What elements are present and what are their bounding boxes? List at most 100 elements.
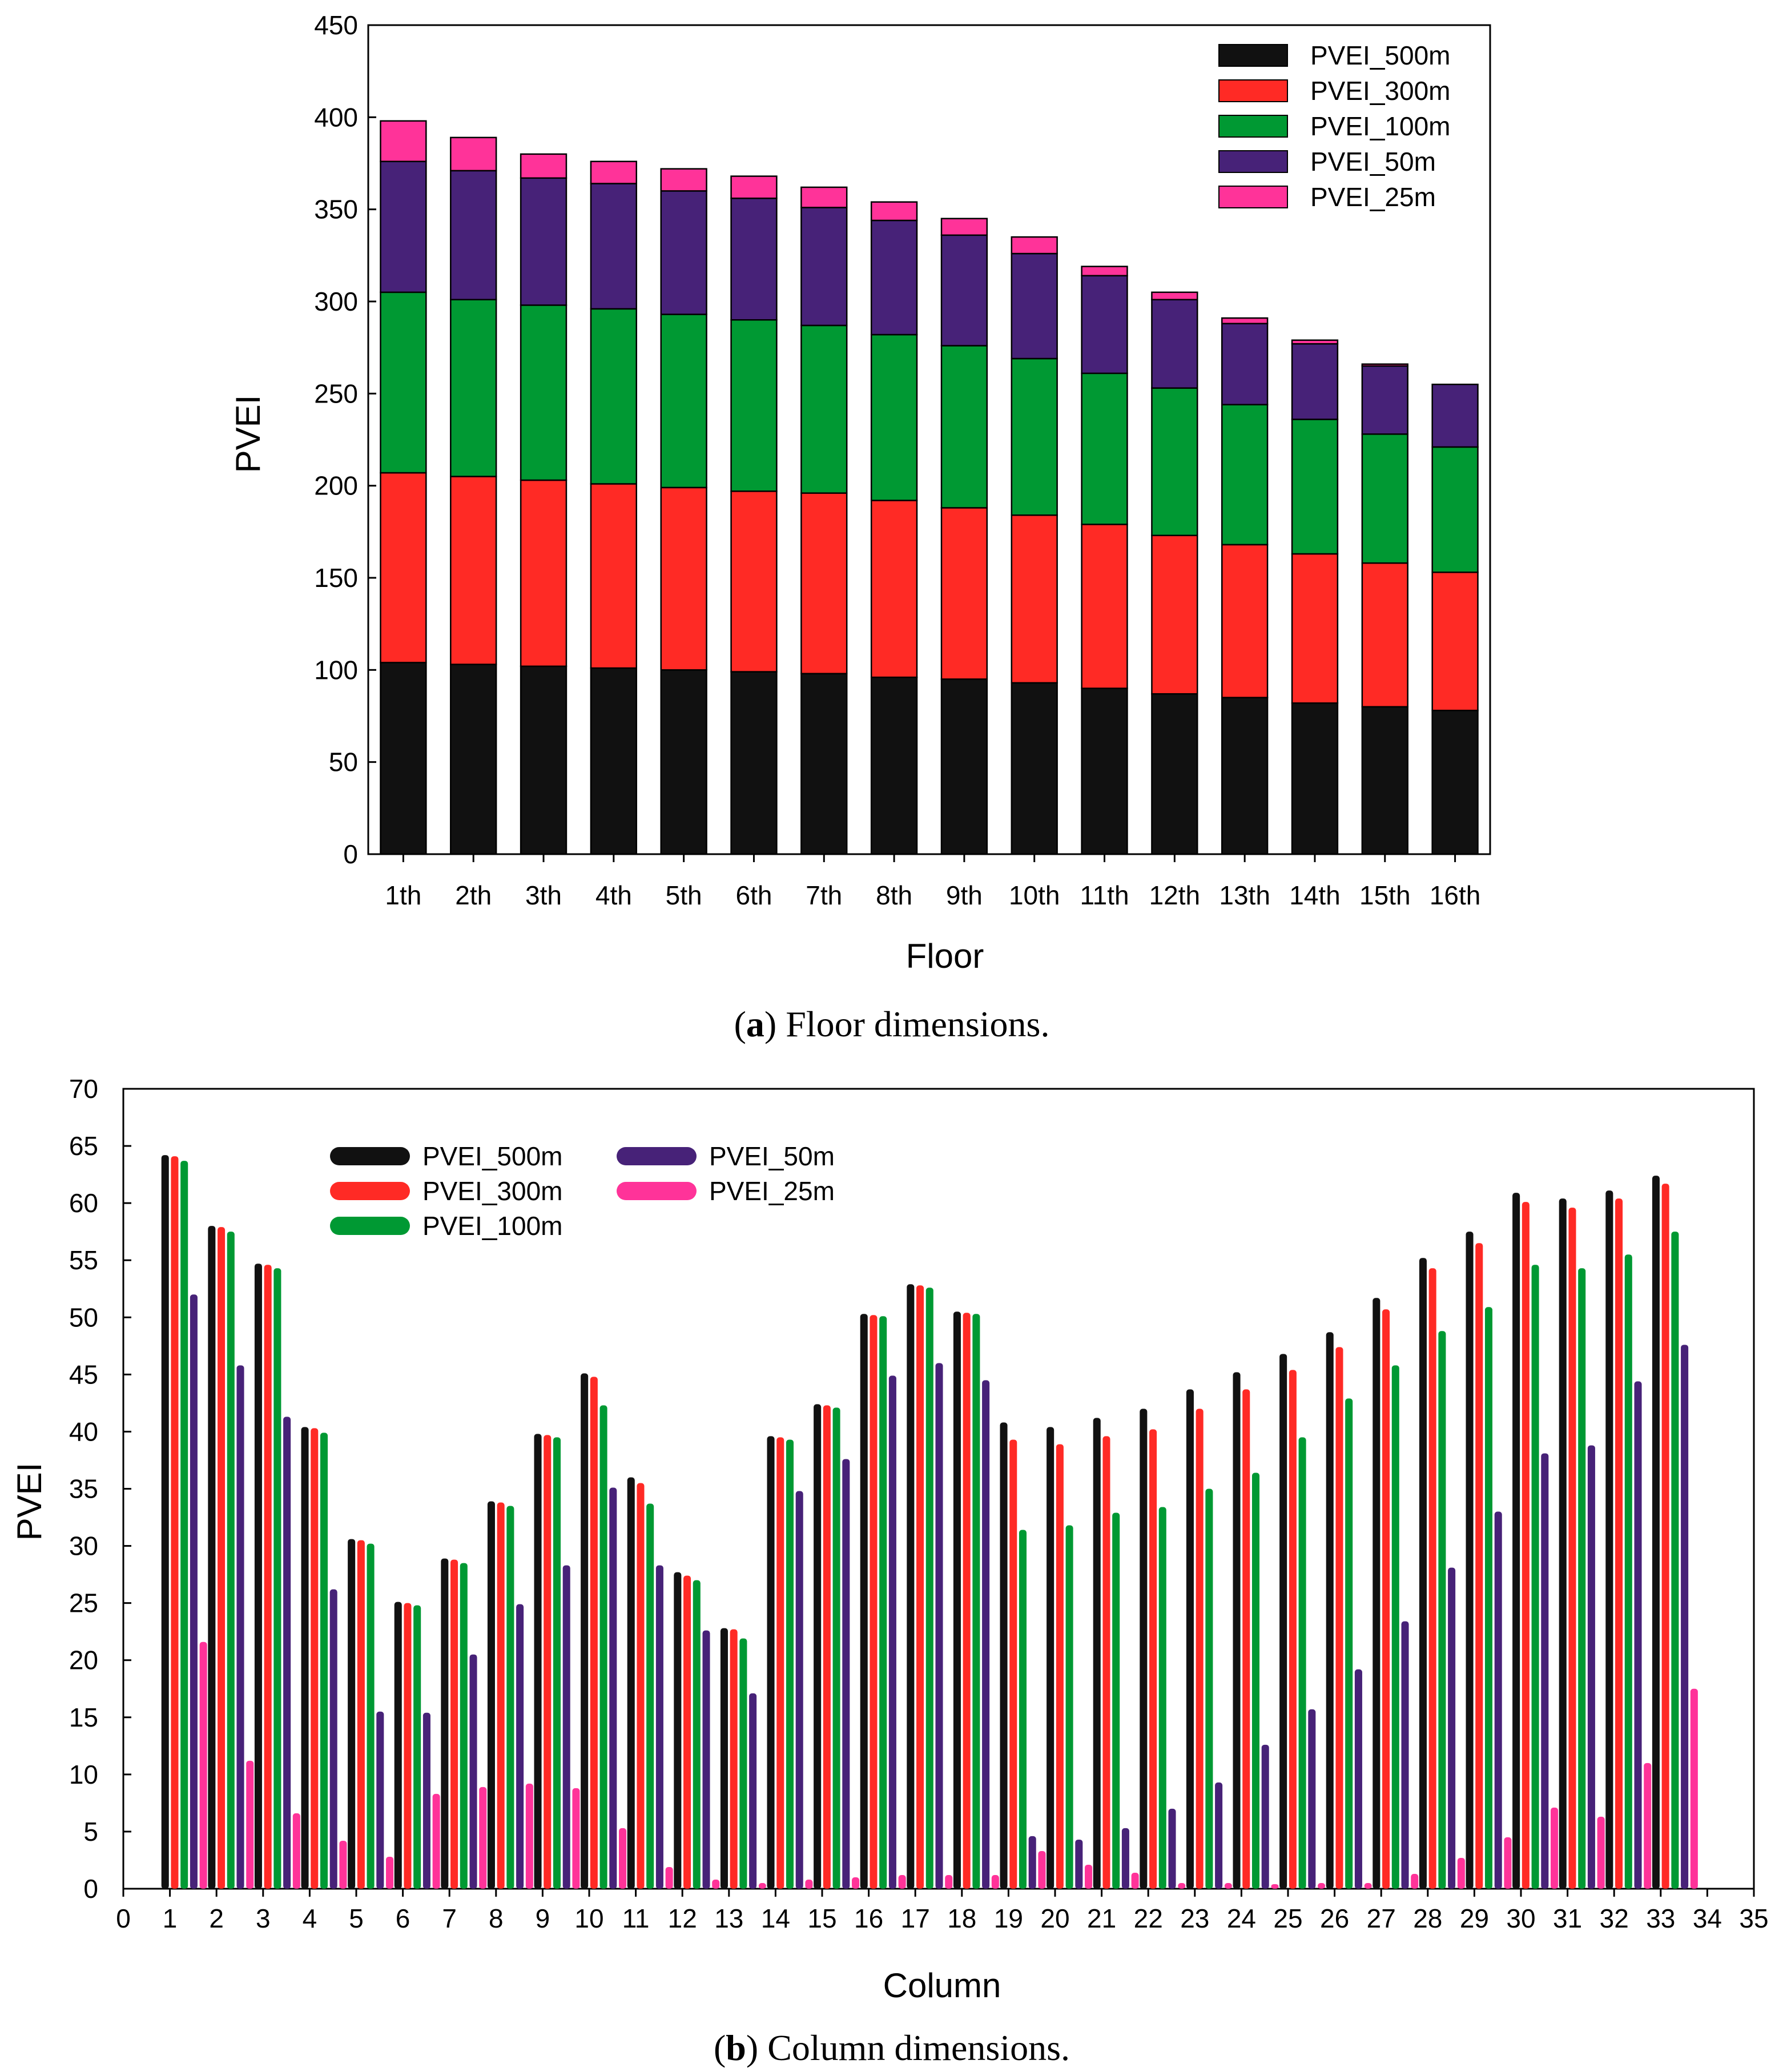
chart-a-bar-PVEI_50m-9th (940, 234, 988, 347)
chart-b-bar-PVEI_500m-32 (1605, 1190, 1613, 1889)
chart-a-x-axis-title: Floor (906, 937, 984, 975)
chart-b-bar-PVEI_300m-15 (823, 1405, 831, 1889)
chart-b-legend-swatch-PVEI_50m (617, 1147, 697, 1165)
chart-b-bar-PVEI_25m-31 (1597, 1816, 1605, 1889)
chart-b-bar-PVEI_50m-14 (795, 1491, 803, 1889)
chart-b-bar-PVEI_300m-9 (544, 1435, 552, 1889)
chart-b-bar-PVEI_25m-27 (1411, 1873, 1419, 1889)
chart-a-legend-swatch-PVEI_25m (1218, 186, 1288, 208)
chart-b-bar-PVEI_100m-19 (1019, 1530, 1027, 1889)
chart-b-bar-PVEI_500m-18 (953, 1311, 961, 1889)
chart-a-ytick-label: 100 (314, 655, 358, 685)
chart-b-bar-PVEI_50m-13 (749, 1693, 757, 1889)
chart-a-bar-PVEI_500m-16th (1431, 710, 1479, 855)
chart-a-xtick-label: 4th (595, 880, 632, 910)
chart-b-bar-PVEI_500m-27 (1373, 1298, 1380, 1889)
chart-b-bar-PVEI_50m-11 (655, 1565, 663, 1889)
chart-b-xtick-label: 8 (489, 1904, 504, 1933)
chart-a-caption: (a) Floor dimensions. (734, 1004, 1050, 1044)
chart-b-bar-PVEI_500m-23 (1186, 1389, 1194, 1889)
chart-b-xtick-label: 32 (1600, 1904, 1629, 1933)
chart-b-x-axis-title: Column (883, 1966, 1001, 2005)
chart-b-bar-PVEI_500m-11 (627, 1477, 635, 1889)
chart-b-bar-PVEI_25m-13 (758, 1882, 766, 1889)
chart-a-ytick-label: 150 (314, 563, 358, 593)
chart-a-ytick-label: 0 (343, 839, 358, 869)
chart-b-bar-PVEI_500m-4 (301, 1427, 309, 1889)
chart-a-bar-PVEI_500m-13th (1221, 697, 1269, 855)
chart-a-bar-PVEI_50m-15th (1361, 365, 1408, 435)
chart-a-xtick-label: 16th (1430, 880, 1481, 910)
chart-a-bar-PVEI_300m-15th (1361, 562, 1408, 708)
chart-b-xtick-label: 31 (1553, 1904, 1582, 1933)
chart-b-caption-text: Column dimensions. (767, 2027, 1070, 2068)
chart-b-ytick-label: 30 (69, 1531, 98, 1561)
chart-b-bar-PVEI_25m-18 (991, 1874, 999, 1889)
chart-a-legend-label-PVEI_300m: PVEI_300m (1310, 76, 1450, 106)
chart-a-bar-PVEI_25m-13th (1221, 317, 1269, 324)
chart-b-bar-PVEI_50m-4 (329, 1589, 337, 1889)
chart-a-xtick-label: 1th (385, 880, 421, 910)
chart-a-bar-PVEI_50m-8th (870, 219, 918, 336)
chart-b-bar-PVEI_500m-24 (1233, 1372, 1241, 1889)
chart-b-bar-PVEI_500m-30 (1512, 1193, 1520, 1889)
chart-a-x-ticks: 1th 2th 3th 4th 5th 6th 7th 8th 9th 10th 11th 12th 1… (385, 854, 1480, 910)
chart-a-xtick-label: 6th (735, 880, 772, 910)
chart-b-legend: PVEI_500m PVEI_300m PVEI_100m PVEI_50m PVEI_… (330, 1141, 835, 1241)
chart-a-bar-PVEI_300m-1th (380, 472, 427, 663)
chart-b-bar-PVEI_300m-33 (1661, 1184, 1669, 1889)
chart-b-bar-PVEI_300m-14 (776, 1437, 784, 1889)
chart-b-xtick-label: 25 (1273, 1904, 1302, 1933)
chart-a-bar-PVEI_50m-11th (1081, 275, 1128, 375)
chart-a-bar-PVEI_100m-2th (450, 299, 497, 477)
chart-a-bar-PVEI_25m-7th (800, 186, 848, 208)
chart-a-bar-PVEI_25m-9th (940, 218, 988, 236)
chart-b-legend-label-PVEI_100m: PVEI_100m (422, 1211, 562, 1241)
chart-b-bar-PVEI_300m-29 (1475, 1243, 1483, 1889)
chart-b-bar-PVEI_500m-2 (208, 1226, 216, 1889)
chart-b-bar-PVEI_50m-3 (283, 1417, 291, 1889)
chart-b-bar-PVEI_300m-23 (1196, 1409, 1204, 1889)
chart-b-xtick-label: 4 (303, 1904, 317, 1933)
chart-b-y-axis-title: PVEI (10, 1463, 49, 1541)
chart-b-xtick-label: 29 (1460, 1904, 1489, 1933)
chart-b-bar-PVEI_100m-29 (1484, 1307, 1493, 1889)
chart-a-bar-PVEI_300m-2th (450, 476, 497, 665)
chart-b-bar-PVEI_300m-21 (1102, 1436, 1110, 1889)
chart-b-bar-PVEI_25m-9 (572, 1788, 580, 1889)
chart-b-bar-PVEI_500m-5 (348, 1539, 356, 1889)
chart-a-bar-PVEI_100m-8th (870, 333, 918, 501)
chart-a-bar-PVEI_100m-11th (1081, 372, 1128, 525)
chart-b-xtick-label: 35 (1739, 1904, 1768, 1933)
chart-b-ytick-label: 70 (69, 1074, 98, 1104)
chart-b-bar-PVEI_500m-7 (441, 1558, 449, 1889)
chart-b-bar-PVEI_25m-29 (1504, 1837, 1512, 1889)
chart-a-bar-PVEI_300m-16th (1431, 572, 1479, 711)
chart-a-bar-PVEI_25m-8th (870, 201, 918, 222)
chart-a-xtick-label: 13th (1219, 880, 1270, 910)
chart-b-bar-PVEI_300m-5 (357, 1540, 365, 1889)
chart-b-bar-PVEI_25m-16 (898, 1874, 906, 1889)
chart-a-bar-PVEI_100m-10th (1011, 357, 1058, 516)
chart-a-bar-PVEI_300m-3th (520, 479, 567, 667)
chart-b-bar-PVEI_25m-7 (479, 1787, 487, 1889)
chart-b-ytick-label: 55 (69, 1245, 98, 1275)
chart-b-legend-label-PVEI_25m: PVEI_25m (709, 1176, 835, 1206)
chart-a-bar-PVEI_50m-16th (1431, 383, 1479, 448)
chart-a-bar-PVEI_300m-9th (940, 507, 988, 680)
chart-a-bar-PVEI_300m-5th (660, 486, 707, 671)
chart-a-xtick-label: 15th (1359, 880, 1411, 910)
chart-a-ytick-label: 300 (314, 287, 358, 316)
chart-b-bar-PVEI_25m-12 (712, 1879, 720, 1889)
chart-b-bar-PVEI_100m-11 (646, 1503, 654, 1889)
chart-b-bar-PVEI_100m-5 (367, 1543, 375, 1889)
chart-a-caption-text: Floor dimensions. (786, 1004, 1049, 1044)
chart-b-bar-PVEI_50m-31 (1587, 1445, 1595, 1889)
chart-b-xtick-label: 27 (1367, 1904, 1396, 1933)
chart-b-legend-swatch-PVEI_300m (330, 1182, 410, 1200)
chart-b-bar-PVEI_50m-6 (422, 1712, 430, 1889)
chart-a-bar-PVEI_500m-9th (940, 678, 988, 855)
chart-b-bar-PVEI_300m-18 (963, 1313, 971, 1889)
chart-b-bar-PVEI_25m-8 (525, 1783, 533, 1889)
chart-a-xtick-label: 2th (455, 880, 492, 910)
